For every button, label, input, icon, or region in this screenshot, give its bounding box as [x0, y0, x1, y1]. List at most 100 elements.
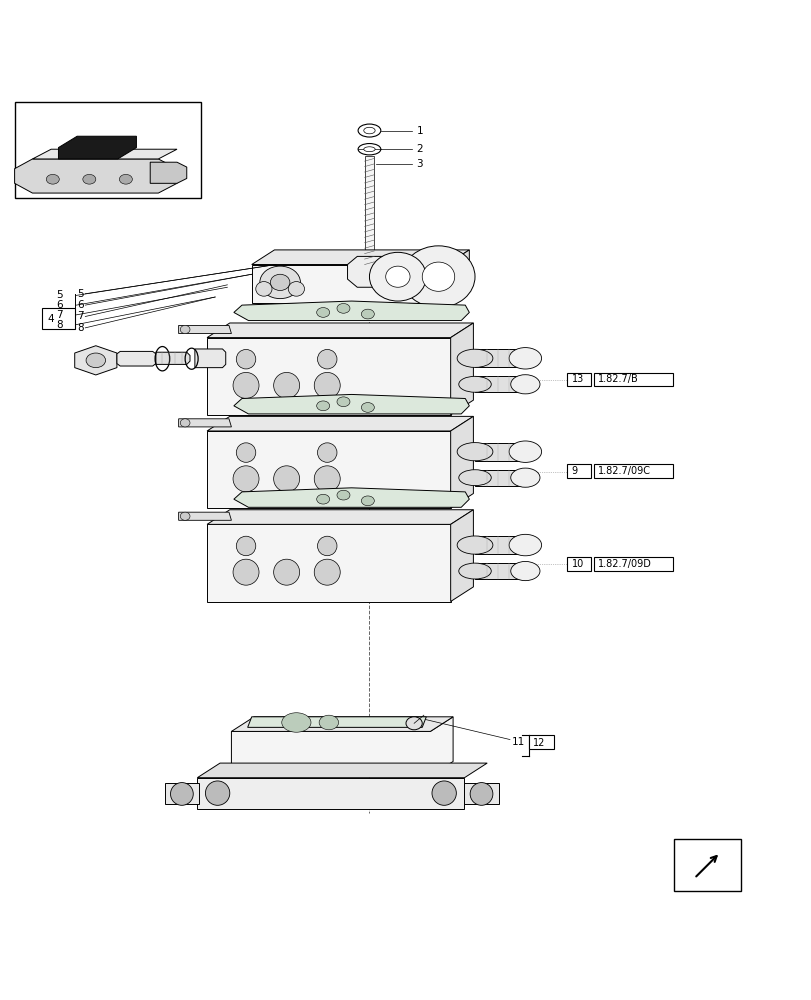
- Ellipse shape: [458, 470, 491, 486]
- Ellipse shape: [458, 376, 491, 392]
- Polygon shape: [474, 536, 525, 554]
- Polygon shape: [234, 488, 469, 507]
- Polygon shape: [474, 563, 525, 579]
- Ellipse shape: [431, 781, 456, 805]
- Ellipse shape: [406, 717, 422, 730]
- Ellipse shape: [385, 266, 410, 287]
- Text: 7: 7: [56, 310, 62, 320]
- Ellipse shape: [508, 348, 541, 369]
- Bar: [364, 156, 374, 265]
- Polygon shape: [234, 301, 469, 321]
- Text: 5: 5: [56, 290, 62, 300]
- Bar: [42, 308, 75, 329]
- Polygon shape: [207, 431, 450, 508]
- Polygon shape: [178, 512, 231, 520]
- Polygon shape: [207, 416, 473, 431]
- Polygon shape: [207, 524, 450, 601]
- Ellipse shape: [369, 252, 426, 301]
- Ellipse shape: [510, 561, 539, 581]
- Polygon shape: [178, 325, 231, 334]
- Bar: [566, 464, 590, 478]
- Polygon shape: [32, 149, 177, 159]
- Bar: [593, 464, 672, 478]
- Ellipse shape: [317, 443, 337, 462]
- Ellipse shape: [273, 559, 299, 585]
- Polygon shape: [195, 349, 225, 368]
- Text: 1.82.7/09C: 1.82.7/09C: [597, 466, 650, 476]
- Ellipse shape: [273, 372, 299, 398]
- Polygon shape: [197, 778, 464, 809]
- Text: 9: 9: [571, 466, 577, 476]
- Polygon shape: [464, 783, 498, 804]
- Polygon shape: [58, 136, 136, 159]
- Polygon shape: [450, 323, 473, 415]
- Polygon shape: [251, 265, 446, 303]
- Polygon shape: [247, 717, 426, 727]
- Polygon shape: [446, 250, 469, 303]
- Text: 6: 6: [56, 300, 62, 310]
- Polygon shape: [75, 346, 117, 375]
- Polygon shape: [474, 376, 525, 392]
- Polygon shape: [207, 338, 450, 415]
- Ellipse shape: [510, 375, 539, 394]
- Ellipse shape: [180, 419, 190, 427]
- Ellipse shape: [205, 781, 230, 805]
- Ellipse shape: [180, 512, 190, 520]
- Ellipse shape: [316, 401, 329, 411]
- Ellipse shape: [401, 246, 474, 308]
- Ellipse shape: [317, 536, 337, 556]
- Ellipse shape: [170, 783, 193, 805]
- Ellipse shape: [255, 282, 272, 296]
- Ellipse shape: [180, 325, 190, 334]
- Bar: [15, 102, 201, 198]
- Ellipse shape: [86, 353, 105, 368]
- Ellipse shape: [270, 274, 290, 291]
- Polygon shape: [165, 783, 199, 804]
- Bar: [593, 373, 672, 386]
- Ellipse shape: [508, 534, 541, 556]
- Polygon shape: [251, 250, 469, 265]
- Ellipse shape: [314, 466, 340, 492]
- Ellipse shape: [361, 309, 374, 319]
- Ellipse shape: [236, 443, 255, 462]
- Polygon shape: [197, 763, 487, 778]
- Ellipse shape: [337, 397, 350, 407]
- Polygon shape: [474, 349, 525, 367]
- Text: 5: 5: [77, 289, 84, 299]
- Ellipse shape: [281, 713, 311, 732]
- Ellipse shape: [236, 349, 255, 369]
- Ellipse shape: [314, 559, 340, 585]
- Polygon shape: [450, 510, 473, 601]
- Ellipse shape: [233, 559, 259, 585]
- Ellipse shape: [316, 308, 329, 317]
- Text: 6: 6: [77, 300, 84, 310]
- Text: 8: 8: [56, 320, 62, 330]
- Text: 1.82.7/B: 1.82.7/B: [597, 374, 637, 384]
- Ellipse shape: [236, 536, 255, 556]
- Polygon shape: [234, 394, 469, 414]
- Ellipse shape: [316, 494, 329, 504]
- Polygon shape: [231, 717, 453, 731]
- Ellipse shape: [457, 443, 492, 461]
- Polygon shape: [15, 159, 177, 193]
- Text: 3: 3: [416, 159, 423, 169]
- Ellipse shape: [422, 262, 454, 291]
- Ellipse shape: [273, 466, 299, 492]
- Ellipse shape: [233, 466, 259, 492]
- Polygon shape: [474, 470, 525, 486]
- Ellipse shape: [260, 266, 300, 299]
- Ellipse shape: [83, 174, 96, 184]
- Ellipse shape: [458, 563, 491, 579]
- Ellipse shape: [508, 441, 541, 462]
- Ellipse shape: [457, 536, 492, 554]
- Bar: [529, 735, 553, 749]
- Ellipse shape: [319, 715, 338, 730]
- Ellipse shape: [46, 174, 59, 184]
- Ellipse shape: [361, 496, 374, 506]
- Bar: [673, 839, 740, 891]
- Text: 2: 2: [416, 144, 423, 154]
- Polygon shape: [347, 256, 464, 287]
- Text: 8: 8: [77, 323, 84, 333]
- Ellipse shape: [119, 174, 132, 184]
- Ellipse shape: [317, 349, 337, 369]
